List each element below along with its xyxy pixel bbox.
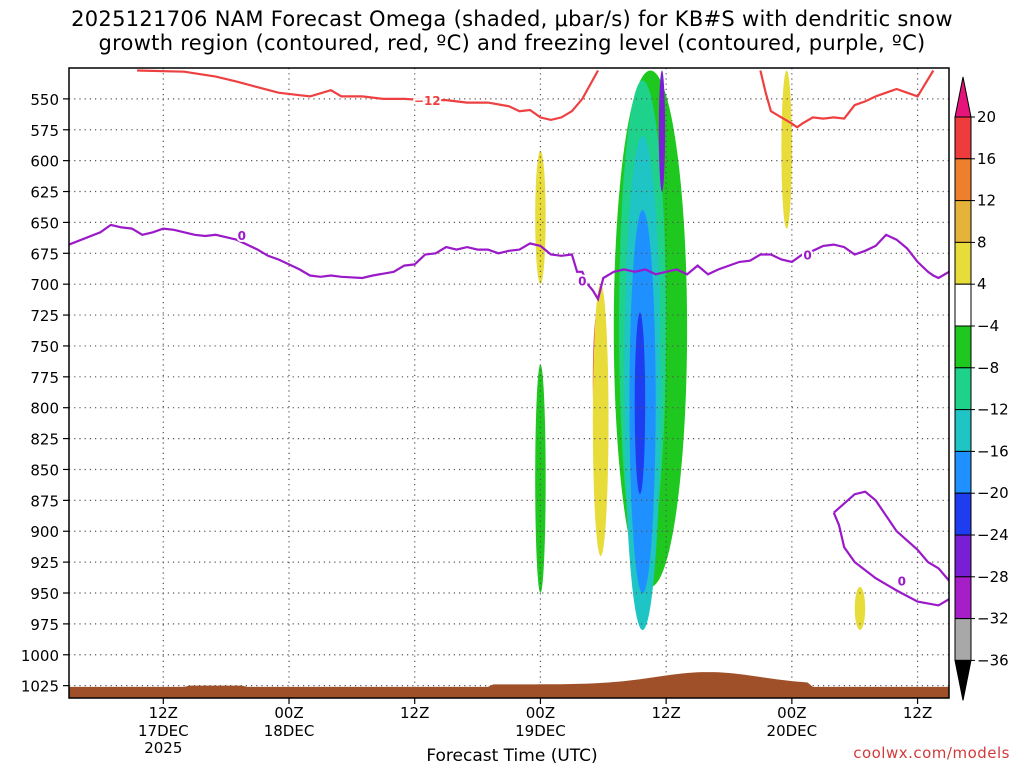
colorbar-label: 12: [977, 192, 996, 210]
freezing-contour-label: 0: [803, 249, 811, 263]
y-tick-label: 750: [30, 338, 59, 356]
y-tick-label: 775: [30, 369, 59, 387]
y-tick-label: 950: [30, 585, 59, 603]
freezing-contour-label: 0: [578, 274, 586, 288]
y-tick-label: 1025: [21, 678, 59, 696]
chart-title-line-2: growth region (contoured, red, ºC) and f…: [98, 31, 926, 55]
freezing-level-loop: [832, 490, 949, 607]
colorbar-label: −28: [977, 568, 1009, 586]
chart-title-line-1: 2025121706 NAM Forecast Omega (shaded, μ…: [71, 7, 953, 31]
y-tick-label: 925: [30, 554, 59, 572]
colorbar-bottom-arrow: [954, 659, 972, 701]
colorbar-bin: [954, 200, 972, 243]
omega-region-0: [535, 150, 546, 285]
y-tick-label: 675: [30, 245, 59, 263]
x-tick-date: 17DEC: [138, 722, 189, 740]
colorbar-label: 4: [977, 275, 987, 293]
dendritic-growth-contour: [137, 69, 599, 122]
plot-frame: [68, 67, 950, 699]
y-tick-label: 625: [30, 184, 59, 202]
omega-region-10: [781, 70, 792, 229]
y-tick-label: 600: [30, 153, 59, 171]
x-tick-label: 00Z: [777, 704, 806, 722]
colorbar-bin: [954, 283, 972, 327]
omega-region-9: [592, 284, 609, 556]
colorbar-bin: [954, 492, 972, 536]
y-tick-label: 875: [30, 492, 59, 510]
colorbar-bin: [954, 158, 972, 202]
source-credit: coolwx.com/models: [853, 744, 1010, 762]
y-tick-label: 1000: [21, 647, 59, 665]
colorbar-label: 20: [977, 108, 996, 126]
x-axis-title: Forecast Time (UTC): [426, 746, 598, 766]
x-tick-label: 12Z: [651, 704, 680, 722]
colorbar-label: 8: [977, 233, 987, 251]
x-tick-date: 19DEC: [515, 722, 566, 740]
colorbar-bin: [954, 367, 972, 411]
plot-area: −12 0 0 0 0: [69, 68, 949, 698]
dendritic-growth-contour-2: [759, 69, 935, 129]
colorbar-label: −8: [977, 359, 999, 377]
colorbar-bin: [954, 576, 972, 620]
y-tick-label: 700: [30, 276, 59, 294]
y-tick-label: 900: [30, 523, 59, 541]
colorbar-label: −36: [977, 651, 1009, 669]
colorbar-label: 16: [977, 150, 996, 168]
colorbar-bin: [954, 534, 972, 578]
y-tick-label: 975: [30, 616, 59, 634]
colorbar-bin: [954, 116, 972, 160]
y-tick-label: 800: [30, 400, 59, 418]
colorbar-bin: [954, 241, 972, 285]
x-tick-label: 00Z: [274, 704, 303, 722]
x-tick-date: 20DEC: [767, 722, 818, 740]
freezing-contour-label: 0: [898, 575, 906, 589]
y-tick-label: 550: [30, 91, 59, 109]
y-tick-label: 850: [30, 461, 59, 479]
colorbar-label: −24: [977, 526, 1009, 544]
y-tick-label: 575: [30, 122, 59, 140]
x-tick-year: 2025: [144, 739, 182, 757]
omega-region-7: [658, 70, 666, 192]
x-tick-label: 12Z: [400, 704, 429, 722]
x-tick-date: 18DEC: [264, 722, 315, 740]
omega-region-1: [535, 364, 546, 593]
x-tick-label: 00Z: [526, 704, 555, 722]
colorbar-bin: [954, 618, 972, 661]
colorbar-label: −20: [977, 484, 1009, 502]
colorbar-label: −32: [977, 610, 1009, 628]
y-tick-label: 825: [30, 431, 59, 449]
x-tick-label: 12Z: [903, 704, 932, 722]
colorbar-bin: [954, 325, 972, 369]
colorbar-label: −4: [977, 317, 999, 335]
colorbar-top-arrow: [954, 76, 972, 118]
terrain-ground: [69, 672, 949, 698]
colorbar-label: −12: [977, 401, 1009, 419]
colorbar-bin: [954, 409, 972, 452]
freezing-contour-label: 0: [238, 229, 246, 243]
omega-region-6: [634, 312, 646, 495]
colorbar-bin: [954, 450, 972, 494]
colorbar-label: −16: [977, 442, 1009, 460]
omega-region-11: [854, 586, 866, 631]
dendritic-contour-label: −12: [414, 94, 441, 108]
x-tick-label: 12Z: [149, 704, 178, 722]
y-tick-label: 725: [30, 307, 59, 325]
freezing-level-contour: [69, 223, 949, 302]
y-tick-label: 650: [30, 214, 59, 232]
